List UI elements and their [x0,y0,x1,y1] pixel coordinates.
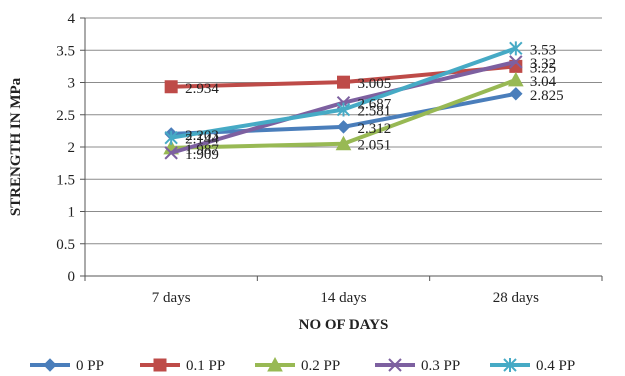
legend-item: 0 PP [30,358,104,374]
series-0-2-pp [163,71,524,155]
legend-item: 0.1 PP [140,358,225,374]
data-label: 3.04 [530,74,557,90]
data-label: 2.934 [185,81,219,97]
data-point [509,87,523,101]
series-0-4-pp [164,41,523,145]
data-label: 3.53 [530,42,556,58]
data-label: 2.203 [185,128,219,144]
legend-marker [388,358,402,372]
x-axis-title: NO OF DAYS [299,317,389,333]
y-tick-label: 0.5 [56,237,75,253]
y-axis-title: STRENGTH IN MPa [8,77,24,216]
data-point [337,75,350,89]
y-tick-label: 2 [68,140,76,156]
data-point [335,135,352,151]
legend-label: 0.4 PP [536,358,575,374]
data-point [164,80,178,94]
legend-marker [267,356,283,372]
y-tick-label: 1.5 [56,172,75,188]
legend-item: 0.4 PP [490,358,575,374]
data-label: 2.051 [358,138,392,154]
legend-label: 0.3 PP [421,358,460,374]
legend-marker [153,358,167,372]
data-label: 2.825 [530,88,564,104]
data-label: 1.987 [185,142,219,158]
legend-label: 0 PP [76,358,104,374]
data-label: 3.005 [358,76,392,92]
legend-item: 0.2 PP [255,356,340,374]
legend-item: 0.3 PP [375,358,460,374]
x-tick-label: 28 days [493,290,539,306]
legend-marker [43,358,57,372]
series-group [163,41,524,160]
data-point [164,146,178,160]
data-label: 2.581 [358,104,392,120]
y-tick-label: 1 [68,205,76,221]
data-label: 3.32 [530,56,556,72]
data-point [509,41,523,56]
x-tick-label: 7 days [152,290,191,306]
data-labels: 2.203 2.312 2.825 2.934 3.005 3.25 1.987 2.051 3… [185,42,563,163]
y-tick-label: 3 [68,76,76,92]
legend: 0 PP 0.1 PP 0.2 PP 0.3 PP 0.4 PP [30,356,575,374]
legend-label: 0.2 PP [301,358,340,374]
y-tick-label: 0 [68,269,76,285]
data-point [336,120,351,134]
data-label: 1.909 [185,147,219,163]
data-point [509,55,523,69]
series-0-1-pp [164,59,523,94]
axes: 0 0.5 1 1.5 2 2.5 3 3.5 4 7 days 14 days 28 days [56,11,603,306]
data-point [164,130,178,145]
data-label: 3.25 [530,60,556,76]
data-point [336,102,351,117]
y-tick-label: 4 [68,11,76,27]
data-label: 2.687 [358,97,392,113]
x-tick-label: 14 days [320,290,366,306]
data-point [507,71,524,87]
data-label: 2.144 [185,132,219,148]
y-tick-label: 2.5 [56,108,75,124]
legend-marker [503,358,517,372]
y-tick-label: 3.5 [56,43,75,59]
legend-label: 0.1 PP [186,358,225,374]
data-label: 2.312 [358,121,392,137]
